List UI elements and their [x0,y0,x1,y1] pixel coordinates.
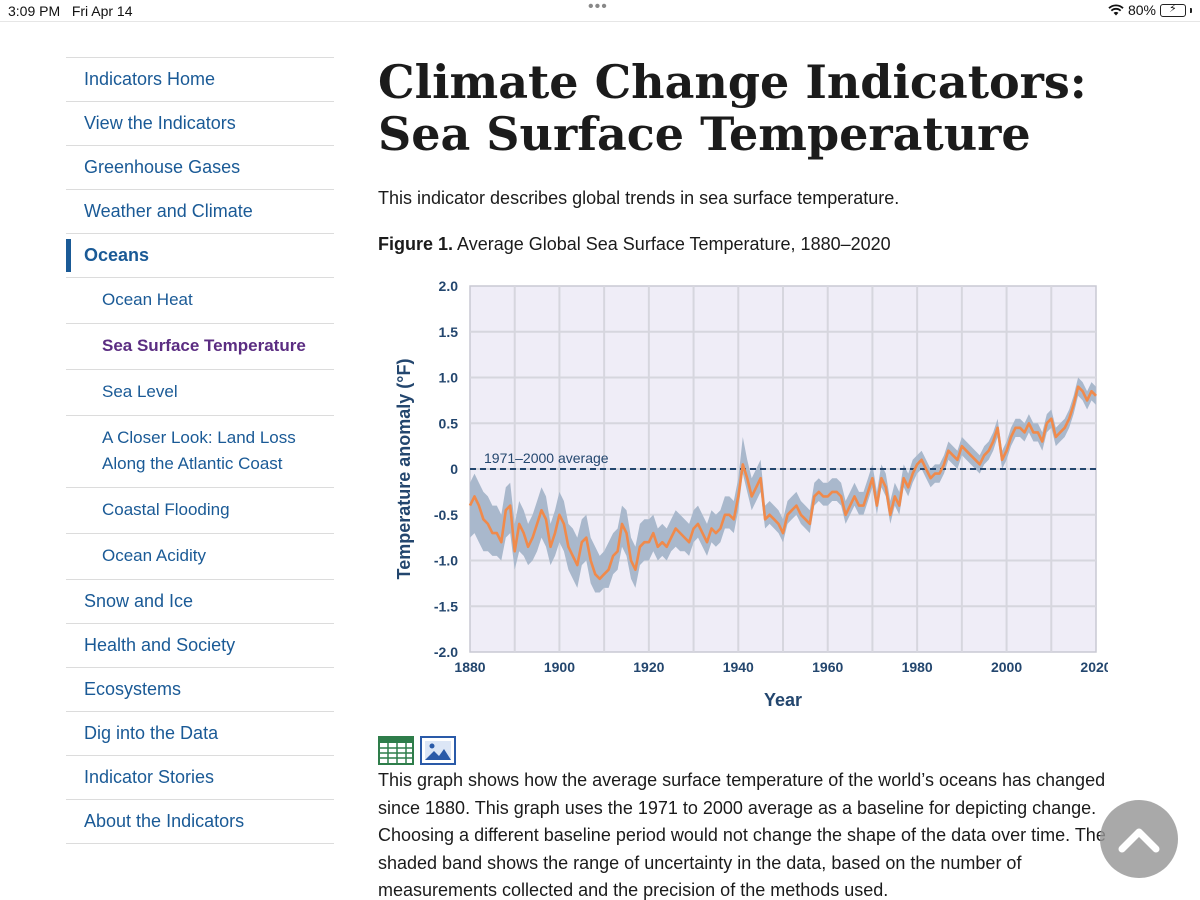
y-tick-label: -1.0 [434,553,458,569]
status-bar: 3:09 PM Fri Apr 14 ••• 80% ⚡ [0,0,1200,22]
sidebar-item[interactable]: Oceans [66,234,334,278]
x-tick-label: 1980 [902,659,933,675]
x-tick-label: 1960 [812,659,843,675]
status-time: 3:09 PM Fri Apr 14 [8,3,133,19]
y-tick-label: -2.0 [434,644,458,660]
y-tick-label: -1.5 [434,598,458,614]
x-tick-label: 1900 [544,659,575,675]
page-title: Climate Change Indicators: Sea Surface T… [378,55,1087,161]
image-icon[interactable] [420,734,456,766]
sea-temp-chart: 1971–2000 average 2.0 1.5 1.0 0.5 0 -0.5 -1.0 -1… [378,270,1112,720]
y-tick-label: 0 [450,461,458,477]
intro-text: This indicator describes global trends i… [378,188,900,208]
figure-label: Figure 1. [378,234,454,254]
sidebar-item[interactable]: Ecosystems [66,668,334,712]
table-icon[interactable] [378,734,414,766]
y-axis-title: Temperature anomaly (°F) [394,359,414,580]
wifi-icon [1108,4,1124,16]
sidebar-item[interactable]: Dig into the Data [66,712,334,756]
sidebar-item[interactable]: Health and Society [66,624,334,668]
sidebar-item[interactable]: Ocean Acidity [66,534,334,580]
sidebar-item[interactable]: Indicators Home [66,58,334,102]
status-right: 80% ⚡ [1108,2,1192,18]
chevron-up-icon [1118,828,1160,853]
sidebar-item[interactable]: Sea Surface Temperature [66,324,334,370]
sidebar-item[interactable]: Indicator Stories [66,756,334,800]
y-tick-label: -0.5 [434,507,458,523]
baseline-label: 1971–2000 average [484,450,609,466]
figure-caption-text: Average Global Sea Surface Temperature, … [453,234,891,254]
sidebar-item[interactable]: About the Indicators [66,800,334,844]
x-tick-label: 2020 [1080,659,1108,675]
figure-caption: Figure 1. Average Global Sea Surface Tem… [378,234,891,255]
sidebar-item[interactable]: Coastal Flooding [66,488,334,534]
sidebar-item[interactable]: Snow and Ice [66,580,334,624]
chart-svg: 1971–2000 average 2.0 1.5 1.0 0.5 0 -0.5 -1.0 -1… [394,278,1112,710]
sidebar-item[interactable]: Sea Level [66,370,334,416]
figure-tools [378,734,456,766]
y-tick-label: 1.0 [439,370,459,386]
multitasking-dots-icon[interactable]: ••• [588,0,608,15]
x-tick-label: 1880 [454,659,485,675]
x-tick-label: 2000 [991,659,1022,675]
battery-percent: 80% [1127,2,1156,18]
back-to-top-button[interactable] [1100,800,1178,878]
x-tick-label: 1940 [723,659,754,675]
x-tick-label: 1920 [633,659,664,675]
temperature-line [468,385,1097,581]
sidebar-nav: Indicators Home View the Indicators Greenh… [66,57,334,844]
y-tick-label: 1.5 [439,324,459,340]
y-tick-label: 0.5 [439,415,459,431]
sidebar-item[interactable]: Greenhouse Gases [66,146,334,190]
battery-icon: ⚡ [1160,3,1186,17]
sidebar-item[interactable]: View the Indicators [66,102,334,146]
sidebar-item[interactable]: A Closer Look: Land Loss Along the Atlan… [66,416,334,488]
y-tick-label: 2.0 [439,278,459,294]
sidebar-item[interactable]: Ocean Heat [66,278,334,324]
x-axis-title: Year [764,690,802,710]
sidebar-item[interactable]: Weather and Climate [66,190,334,234]
figure-description: This graph shows how the average surface… [378,770,1106,900]
